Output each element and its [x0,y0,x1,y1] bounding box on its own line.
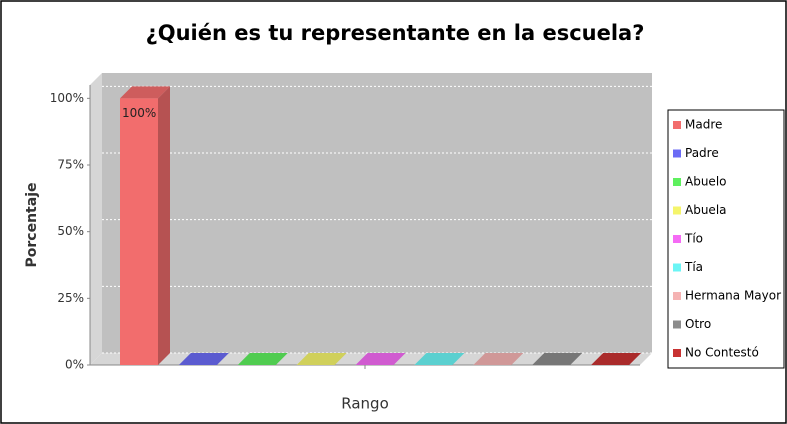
bar-top [178,353,229,365]
bar [120,98,158,365]
legend-label: Tía [684,260,703,274]
legend-swatch [673,206,681,215]
bar-top [237,353,288,365]
legend-swatch [673,178,681,186]
x-axis-label: Rango [341,395,389,413]
bar-top [296,353,347,365]
chart-title: ¿Quién es tu representante en la escuela… [146,21,645,45]
legend-label: Abuela [685,203,727,217]
y-tick-label: 50% [57,224,84,238]
legend-swatch [673,320,681,329]
legend-label: Abuelo [685,175,727,189]
bar-top [414,353,465,365]
legend-swatch [673,235,681,243]
legend-label: No Contestó [685,346,759,360]
legend-swatch [673,263,681,272]
legend-swatch [673,292,681,300]
bar-top [120,86,170,99]
legend-swatch [673,349,681,357]
legend-label: Madre [685,118,722,132]
legend-label: Tío [684,232,703,246]
legend-label: Hermana Mayor [685,289,781,303]
y-tick-label: 25% [57,291,84,305]
legend-swatch [673,149,681,158]
legend-box [667,109,785,369]
bar-top [473,353,524,365]
bar-top [532,353,583,365]
legend-label: Otro [685,317,711,331]
legend-label: Padre [685,146,719,160]
bar-top [355,353,406,365]
legend-swatch [673,121,681,129]
y-tick-label: 75% [57,158,84,172]
y-tick-label: 100% [50,91,84,105]
y-tick-label: 0% [65,358,84,372]
side-wall [90,73,102,365]
back-wall [102,73,652,353]
value-label: 100% [122,106,156,120]
bar-top [591,353,642,365]
bar-side [158,86,170,365]
y-axis-label: Porcentaje [24,183,40,268]
